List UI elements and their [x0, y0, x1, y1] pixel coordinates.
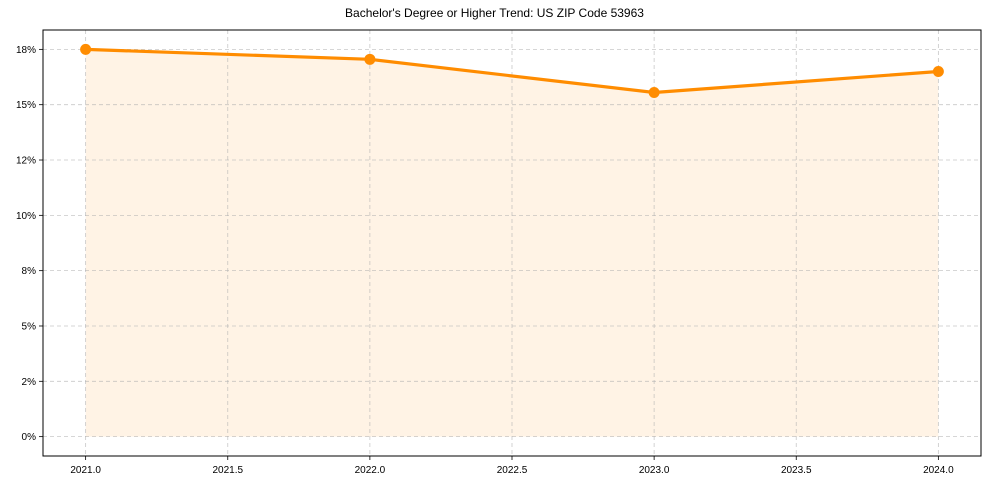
x-tick-label: 2023.0: [639, 465, 670, 476]
y-tick-label: 15%: [16, 100, 36, 111]
data-line: [85, 47, 939, 95]
y-tick-label: 8%: [22, 266, 37, 277]
x-tick-label: 2021.5: [212, 465, 243, 476]
y-tick-label: 12%: [16, 156, 36, 167]
x-tick-label: 2022.5: [497, 465, 528, 476]
x-tick-label: 2023.5: [781, 465, 812, 476]
y-tick-label: 18%: [16, 45, 36, 56]
y-tick-label: 2%: [22, 377, 37, 388]
data-point-marker: [364, 53, 376, 65]
data-point-marker: [80, 43, 92, 55]
x-tick-label: 2022.0: [355, 465, 386, 476]
y-tick-label: 10%: [16, 211, 36, 222]
y-tick-label: 0%: [22, 432, 37, 443]
data-point-marker: [648, 87, 660, 99]
chart-title: Bachelor's Degree or Higher Trend: US ZI…: [345, 6, 644, 20]
data-point-marker: [932, 65, 944, 77]
x-tick-label: 2024.0: [923, 465, 954, 476]
y-tick-label: 5%: [22, 321, 37, 332]
x-tick-label: 2021.0: [70, 465, 101, 476]
